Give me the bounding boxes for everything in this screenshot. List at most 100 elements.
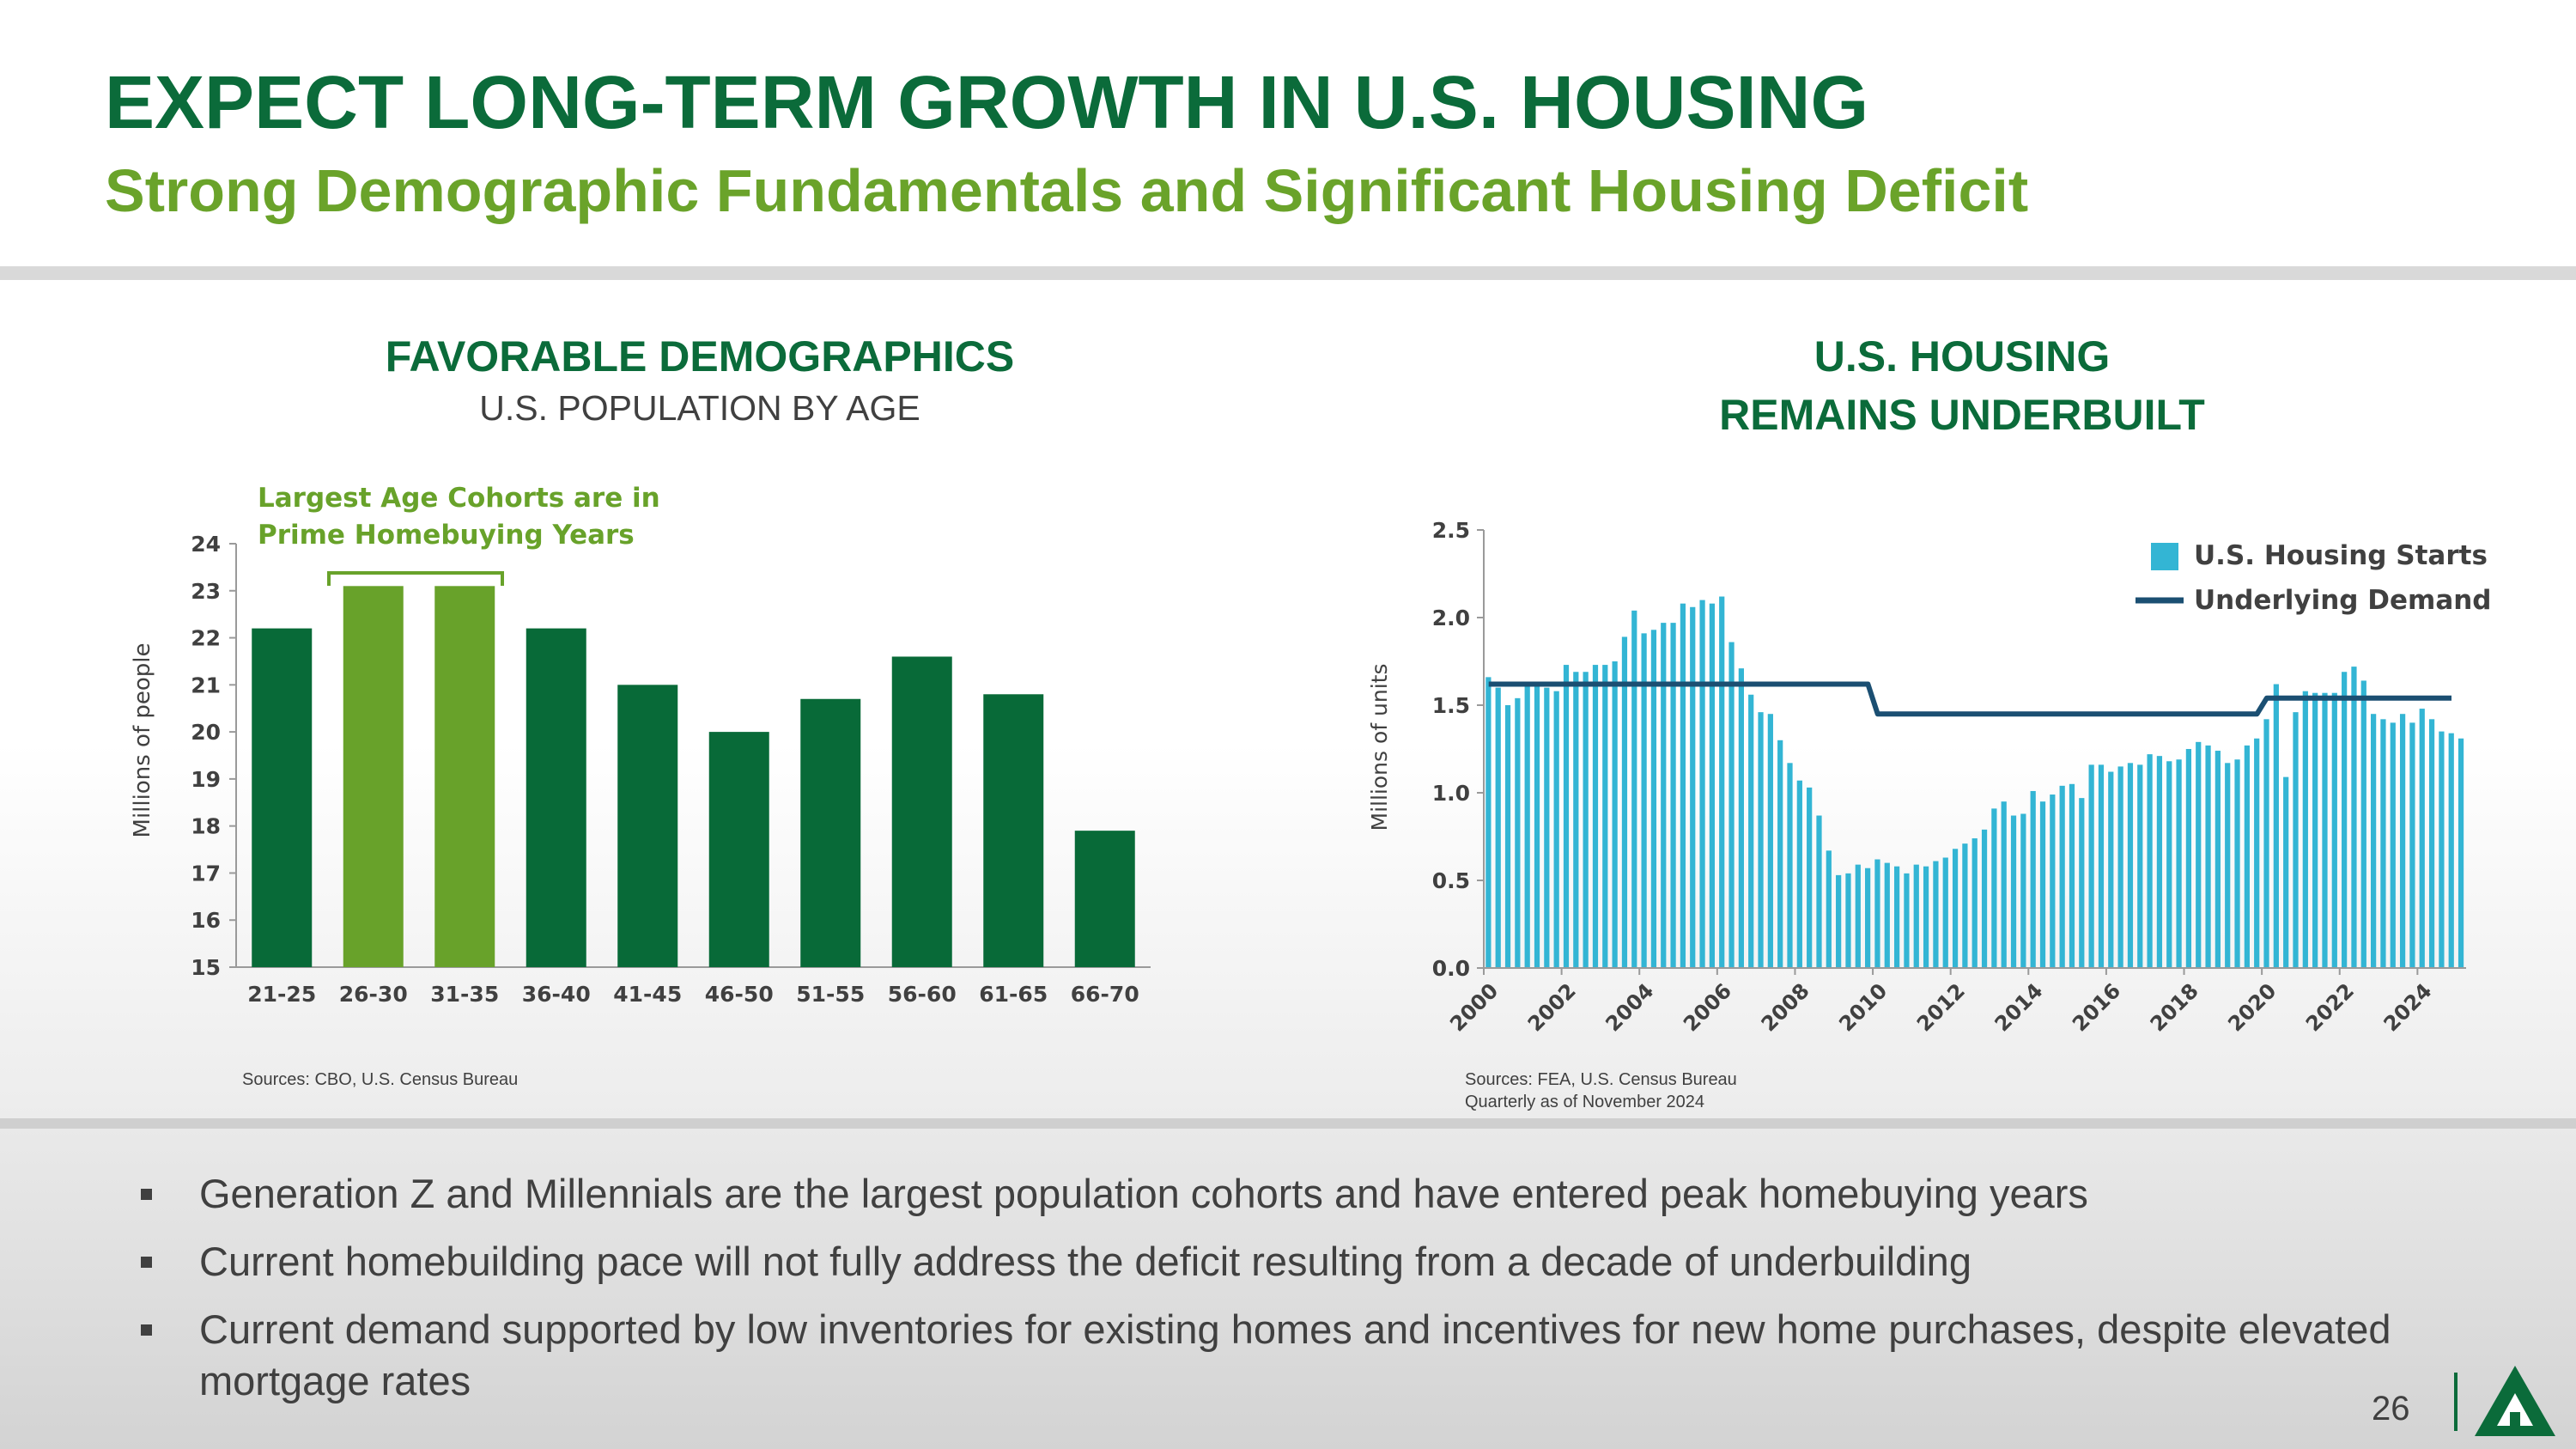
population-x-tick-label: 41-45 — [613, 982, 682, 1007]
housing-starts-bar — [1504, 705, 1511, 968]
housing-starts-bar — [1495, 687, 1501, 968]
housing-starts-bar — [1845, 873, 1851, 968]
housing-starts-bar — [1709, 603, 1716, 968]
bullet-text: Current homebuilding pace will not fully… — [199, 1239, 1971, 1284]
population-x-tick-label: 56-60 — [888, 982, 957, 1007]
population-y-tick-label: 18 — [191, 814, 221, 839]
housing-starts-bar — [2079, 798, 2085, 968]
housing-starts-bar — [1515, 697, 1521, 968]
population-bar-46-50 — [708, 732, 769, 967]
population-x-tick-label: 26-30 — [339, 982, 408, 1007]
housing-starts-bar — [2399, 714, 2406, 968]
housing-starts-bar — [1923, 866, 1929, 968]
housing-starts-bar — [2244, 745, 2250, 968]
housing-starts-bar — [1553, 691, 1559, 968]
content-background — [0, 280, 2576, 1122]
population-bar-36-40 — [526, 628, 586, 967]
cohort-annotation-line1: Largest Age Cohorts are in — [258, 483, 660, 514]
housing-y-tick-label: 2.0 — [1432, 606, 1470, 630]
housing-starts-bar — [1612, 661, 1618, 968]
population-x-tick-label: 21-25 — [247, 982, 316, 1007]
housing-starts-bar — [2439, 731, 2445, 968]
housing-starts-bar — [2448, 733, 2454, 968]
housing-starts-bar — [1865, 868, 1871, 968]
population-x-tick-label: 51-55 — [796, 982, 865, 1007]
housing-starts-bar — [1777, 740, 1783, 968]
housing-starts-bar — [1913, 864, 1919, 968]
housing-starts-bar — [2069, 783, 2075, 968]
legend-housing-starts-label: U.S. Housing Starts — [2194, 540, 2488, 571]
housing-starts-bar — [2059, 785, 2065, 968]
housing-starts-bar — [1904, 873, 1910, 968]
housing-starts-bar — [1524, 684, 1530, 968]
underlying-demand-line — [1488, 681, 2451, 717]
population-by-age-chart: Largest Age Cohorts are in Prime Homebuy… — [130, 483, 1151, 1007]
housing-x-tick-label: 2018 — [2146, 978, 2203, 1036]
bullet-list: Generation Z and Millennials are the lar… — [137, 1168, 2404, 1423]
housing-starts-bar — [1573, 672, 1579, 968]
population-y-tick-label: 16 — [191, 908, 221, 933]
housing-starts-bar — [2254, 738, 2260, 968]
housing-y-tick-label: 0.0 — [1432, 956, 1470, 981]
population-y-tick-label: 20 — [191, 720, 221, 745]
housing-starts-bar — [2050, 795, 2056, 968]
housing-starts-bar — [2234, 759, 2240, 968]
cohort-annotation-line2: Prime Homebuying Years — [258, 520, 635, 551]
population-bar-21-25 — [252, 628, 313, 967]
population-y-tick-label: 22 — [191, 626, 221, 651]
housing-y-axis-label: Millions of units — [1367, 664, 1392, 831]
housing-starts-bar — [2039, 801, 2046, 968]
slide-subtitle: Strong Demographic Fundamentals and Sign… — [105, 157, 2029, 224]
housing-starts-bar — [1826, 850, 1832, 968]
housing-starts-chart: Millions of units U.S. Housing Starts Un… — [1367, 518, 2492, 1036]
housing-x-tick-label: 2004 — [1601, 978, 1658, 1036]
housing-starts-bar — [1690, 606, 1696, 968]
population-y-tick-label: 23 — [191, 579, 221, 604]
housing-chart-title-line1: U.S. HOUSING — [1814, 332, 2111, 381]
housing-starts-bar — [2108, 771, 2114, 968]
housing-starts-bar — [2030, 790, 2036, 968]
population-y-tick-label: 19 — [191, 767, 221, 792]
housing-starts-bar — [1836, 874, 1842, 968]
housing-y-tick-label: 2.5 — [1432, 518, 1470, 543]
housing-x-tick-label: 2016 — [2068, 978, 2125, 1036]
housing-starts-bar — [1981, 829, 1988, 968]
housing-starts-bar — [1650, 630, 1657, 968]
housing-starts-bar — [1661, 623, 1667, 968]
housing-y-tick-label: 1.5 — [1432, 693, 1470, 718]
housing-x-tick-label: 2008 — [1757, 978, 1814, 1036]
housing-chart-title-line2: REMAINS UNDERBUILT — [1719, 391, 2205, 439]
housing-x-tick-label: 2012 — [1912, 978, 1970, 1036]
housing-starts-bar — [1641, 633, 1647, 968]
housing-source-line1: Sources: FEA, U.S. Census Bureau — [1465, 1070, 1737, 1089]
housing-x-tick-label: 2020 — [2223, 978, 2281, 1036]
housing-starts-bar — [1991, 808, 1997, 968]
housing-starts-bar — [1874, 859, 1880, 968]
housing-starts-bar — [2312, 692, 2318, 968]
housing-y-tick-label: 0.5 — [1432, 868, 1470, 893]
housing-starts-bar — [2001, 801, 2007, 968]
slide-title: EXPECT LONG-TERM GROWTH IN U.S. HOUSING — [105, 61, 1869, 144]
population-x-tick-label: 31-35 — [430, 982, 499, 1007]
bullet-marker-icon — [141, 1324, 152, 1336]
header-divider — [0, 266, 2576, 280]
population-x-tick-label: 61-65 — [979, 982, 1048, 1007]
demographics-chart-title: FAVORABLE DEMOGRAPHICS — [385, 332, 1015, 381]
population-y-tick-label: 15 — [191, 955, 221, 980]
footer-divider — [0, 1118, 2576, 1129]
housing-starts-bar — [2147, 754, 2153, 968]
housing-x-tick-label: 2014 — [1990, 978, 2048, 1036]
demographics-chart-subtitle: U.S. POPULATION BY AGE — [479, 388, 920, 428]
housing-starts-bar — [2293, 712, 2299, 968]
housing-starts-bar — [2263, 719, 2269, 968]
housing-starts-bar — [1807, 787, 1813, 968]
housing-starts-bar — [1884, 862, 1890, 968]
housing-x-tick-label: 2002 — [1523, 978, 1581, 1036]
cohort-bracket — [327, 571, 504, 586]
housing-starts-bar — [2458, 738, 2464, 968]
housing-starts-bar — [2273, 684, 2279, 968]
population-x-tick-label: 66-70 — [1071, 982, 1139, 1007]
housing-starts-bar — [1748, 694, 1754, 968]
housing-starts-bar — [1787, 763, 1793, 968]
housing-starts-bar — [1796, 780, 1802, 968]
